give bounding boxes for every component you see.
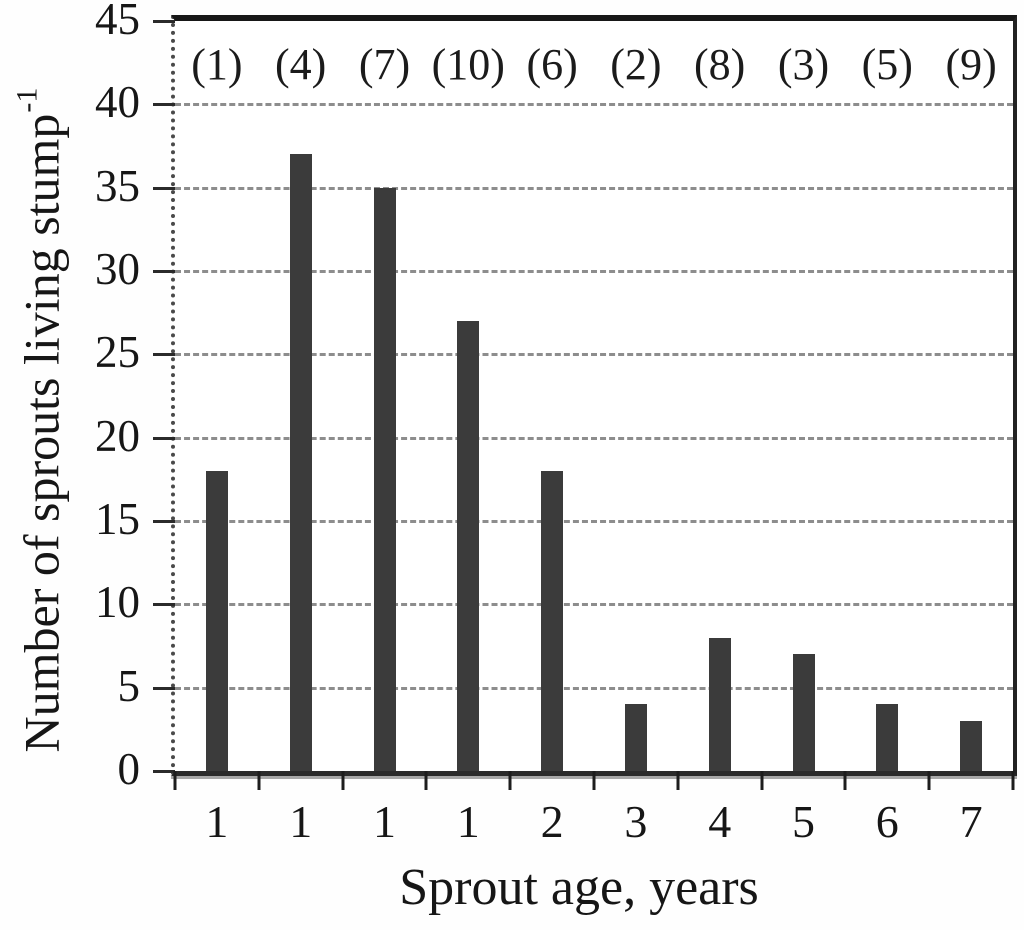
y-tick-mark-15: [153, 519, 175, 523]
x-tick-mark-8: [843, 771, 847, 790]
gridline-20: [175, 436, 1013, 440]
y-tick-mark-40: [153, 103, 175, 107]
gridline-5: [175, 686, 1013, 690]
x-tick-label-10: 7: [959, 796, 983, 847]
y-tick-mark-5: [153, 686, 175, 690]
x-tick-label-6: 3: [624, 796, 648, 847]
bar-count-label-10: (9): [945, 40, 997, 89]
y-tick-label-20: 20: [95, 410, 140, 461]
bar-count-label-3: (7): [358, 40, 411, 89]
y-tick-mark-10: [153, 603, 175, 607]
x-tick-label-4: 1: [456, 796, 480, 847]
y-tick-label-45: 45: [95, 0, 140, 44]
bar-count-label-7: (8): [694, 40, 746, 89]
bar-count-label-1: (1): [191, 40, 243, 89]
plot-area: (1) (4) (7) (10) (6) (2) (8) (3) (5) (9): [153, 15, 1017, 790]
bar-2: [289, 154, 312, 771]
y-tick-label-0: 0: [117, 743, 141, 794]
y-tick-mark-30: [153, 269, 175, 273]
x-tick-mark-2: [341, 771, 345, 790]
x-tick-label-7: 4: [708, 796, 732, 847]
bar-count-label-2: (4): [275, 40, 327, 89]
bar-8: [792, 654, 815, 771]
bar-count-label-4: (10): [431, 40, 505, 89]
x-tick-mark-6: [676, 771, 680, 790]
x-axis-title: Sprout age, years: [399, 859, 759, 916]
x-tick-mark-4: [508, 771, 512, 790]
y-tick-mark-25: [153, 353, 175, 357]
x-tick-mark-3: [424, 771, 428, 790]
bar-count-label-6: (2): [610, 40, 662, 89]
x-axis-tick-labels: 1 1 1 1 2 3 4 5 6 7: [175, 794, 1013, 850]
y-tick-label-25: 25: [95, 327, 140, 378]
x-tick-label-5: 2: [540, 796, 564, 847]
y-tick-label-5: 5: [117, 660, 141, 711]
bar-10: [960, 721, 983, 771]
bar-count-label-8: (3): [777, 40, 830, 89]
gridline-10: [175, 603, 1013, 607]
bar-4: [457, 321, 480, 771]
y-tick-label-10: 10: [95, 577, 140, 628]
y-tick-label-40: 40: [95, 77, 140, 128]
y-tick-label-35: 35: [95, 160, 140, 211]
x-tick-label-8: 5: [792, 796, 815, 847]
y-tick-mark-20: [153, 436, 175, 440]
y-tick-mark-0: [153, 770, 175, 773]
bar-count-label-9: (5): [861, 40, 913, 89]
x-tick-mark-5: [592, 771, 596, 790]
gridline-25: [175, 353, 1013, 357]
y-tick-label-30: 30: [95, 243, 140, 294]
x-tick-label-9: 6: [875, 796, 899, 847]
bar-5: [541, 471, 564, 771]
y-tick-mark-45: [153, 20, 175, 23]
y-axis-tick-labels: 0 5 10 15 20 25 30 35 40 45: [0, 0, 141, 794]
y-tick-mark-35: [153, 186, 175, 190]
gridline-15: [175, 520, 1013, 523]
x-tick-mark-7: [760, 771, 764, 790]
x-tick-mark-10: [1011, 771, 1015, 790]
x-tick-mark-0: [173, 771, 177, 790]
gridline-30: [175, 270, 1013, 273]
x-tick-label-2: 1: [289, 796, 313, 847]
x-tick-mark-9: [927, 771, 931, 790]
x-tick-label-3: 1: [373, 796, 396, 847]
gridline-40: [175, 103, 1013, 107]
bar-6: [624, 704, 647, 771]
bar-3: [373, 187, 396, 771]
bar-1: [205, 471, 228, 771]
y-tick-label-15: 15: [95, 493, 140, 544]
gridline-35: [175, 186, 1013, 190]
x-tick-label-1: 1: [205, 796, 229, 847]
x-tick-mark-1: [257, 771, 261, 790]
bar-9: [876, 704, 899, 771]
bar-7: [708, 637, 731, 771]
bar-count-label-5: (6): [526, 40, 578, 89]
